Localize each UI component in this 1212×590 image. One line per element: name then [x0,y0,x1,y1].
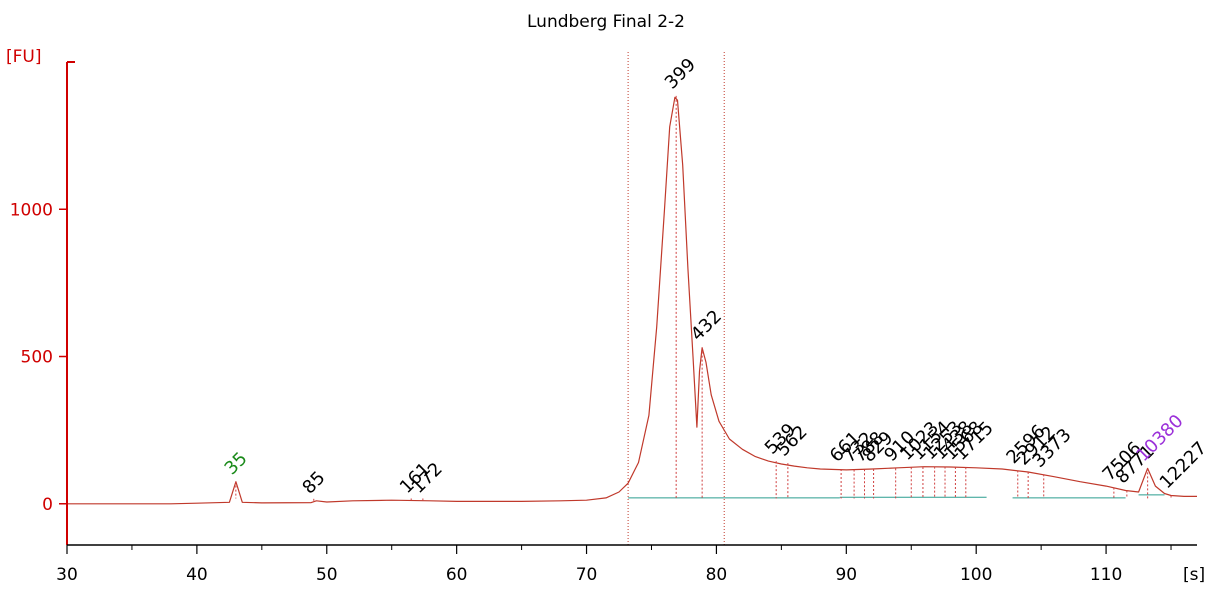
axes [66,61,1197,546]
y-tick-label-1000: 1000 [10,200,53,220]
x-tick-label-30: 30 [56,565,78,585]
x-tick-label-110: 110 [1090,565,1122,585]
chart-title: Lundberg Final 2-2 [527,12,685,32]
vertical-marker-lines [627,52,725,545]
y-ticks: 0 500 1000 [10,200,67,515]
baseline-layer [628,494,1165,499]
x-tick-label-90: 90 [835,565,857,585]
x-tick-label-70: 70 [576,565,598,585]
peak-label-85: 85 [298,467,329,498]
x-ticks: 30 40 50 60 70 80 90 100 110 [56,545,1172,585]
peak-lines [235,95,1172,501]
x-tick-label-40: 40 [186,565,208,585]
peak-label-399: 399 [661,54,700,93]
x-tick-label-80: 80 [706,565,728,585]
y-tick-label-0: 0 [42,495,53,515]
peak-label-35: 35 [221,448,252,479]
x-tick-label-100: 100 [960,565,992,585]
y-tick-label-500: 500 [21,348,53,368]
y-axis-label: [FU] [6,47,42,67]
signal-trace [67,96,1197,505]
x-axis-label: [s] [1183,565,1205,585]
trace-layer [67,96,1197,505]
x-tick-label-60: 60 [446,565,468,585]
peak-label-432: 432 [687,306,726,345]
x-tick-label-50: 50 [316,565,338,585]
